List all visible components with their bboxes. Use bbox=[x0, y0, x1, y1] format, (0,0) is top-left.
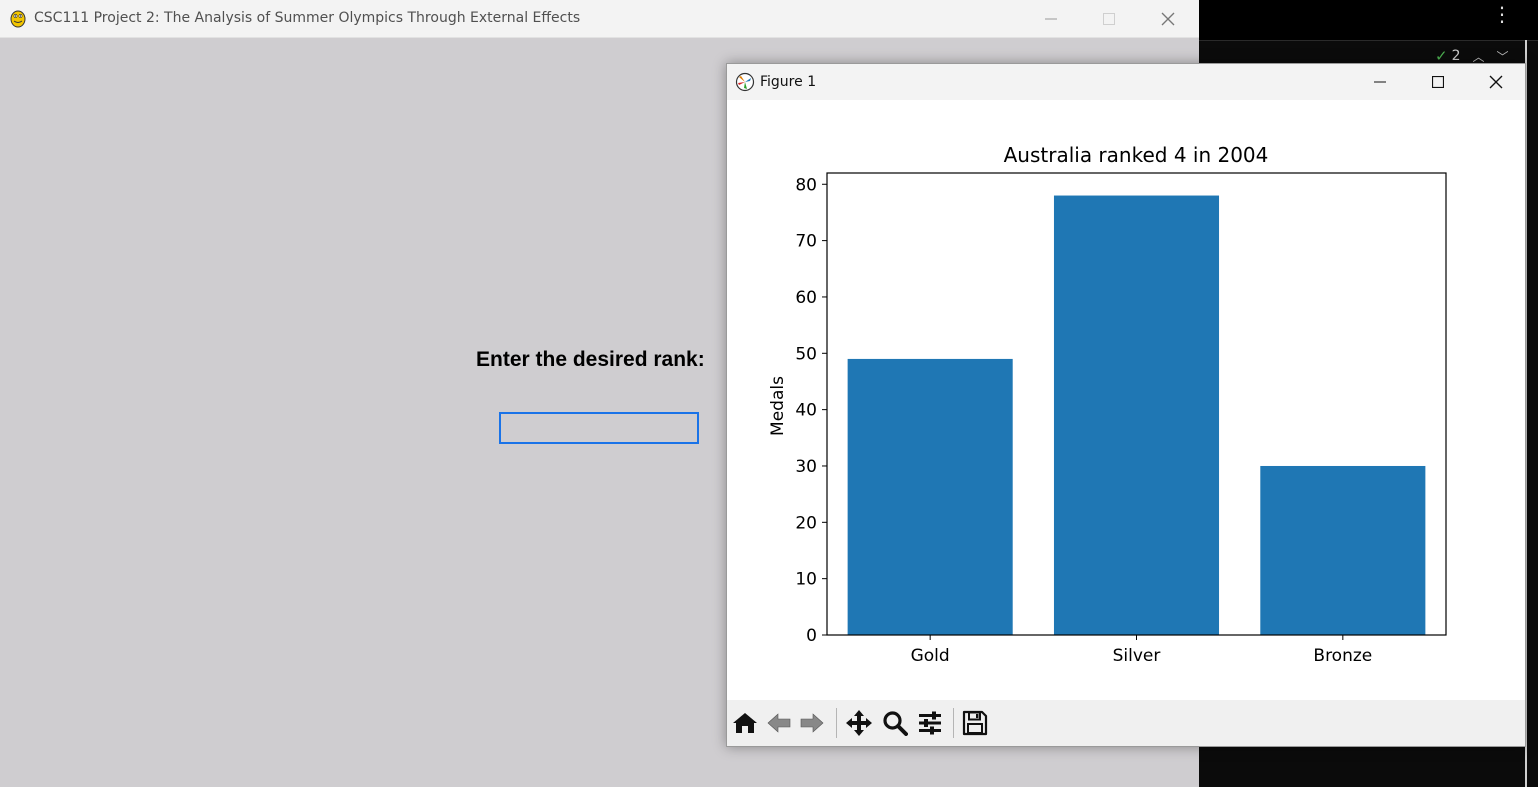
minimize-button[interactable] bbox=[1022, 0, 1080, 37]
bars-group bbox=[847, 195, 1426, 635]
pan-button[interactable] bbox=[844, 709, 874, 737]
match-count: 2 bbox=[1451, 48, 1461, 64]
main-titlebar[interactable]: CSC111 Project 2: The Analysis of Summer… bbox=[0, 0, 1199, 38]
next-match-icon[interactable]: ﹀ bbox=[1496, 49, 1509, 64]
close-icon bbox=[1489, 75, 1503, 89]
back-button[interactable] bbox=[764, 709, 794, 737]
configure-subplots-icon bbox=[919, 711, 941, 735]
y-axis-label: Medals bbox=[768, 376, 788, 436]
rank-prompt-label: Enter the desired rank: bbox=[476, 348, 705, 371]
figure-window-title: Figure 1 bbox=[760, 74, 817, 90]
match-indicator: ✓ 2 ︿ ﹀ bbox=[1435, 47, 1509, 65]
back-icon bbox=[767, 713, 791, 733]
y-tick-label: 50 bbox=[795, 344, 817, 364]
y-tick-label: 80 bbox=[795, 175, 817, 195]
y-tick-label: 20 bbox=[795, 513, 817, 533]
x-tick-label: Gold bbox=[911, 646, 950, 666]
y-tick-label: 40 bbox=[795, 401, 817, 421]
zoom-button[interactable] bbox=[880, 709, 910, 737]
x-axis-ticks: Gold Silver Bronze bbox=[911, 635, 1372, 666]
save-button[interactable] bbox=[960, 709, 990, 737]
minimize-icon bbox=[1045, 18, 1057, 19]
toolbar-separator bbox=[953, 708, 954, 738]
bar-gold bbox=[847, 358, 1013, 635]
editor-scrollbar[interactable] bbox=[1525, 40, 1527, 787]
rank-input[interactable] bbox=[499, 412, 699, 444]
figure-minimize-button[interactable] bbox=[1351, 64, 1409, 100]
home-icon bbox=[733, 713, 757, 733]
pan-icon bbox=[846, 710, 872, 736]
maximize-icon bbox=[1103, 12, 1115, 25]
bar-bronze bbox=[1260, 465, 1426, 635]
bar-silver bbox=[1053, 195, 1220, 635]
figure-maximize-button[interactable] bbox=[1409, 64, 1467, 100]
y-tick-label: 0 bbox=[806, 626, 817, 646]
y-tick-label: 30 bbox=[795, 457, 817, 477]
y-axis-ticks: 0 10 20 30 40 50 60 70 80 bbox=[795, 175, 827, 646]
bar-chart: Australia ranked 4 in 2004 Medals 0 10 20 3… bbox=[768, 143, 1447, 666]
zoom-icon bbox=[883, 711, 908, 736]
more-options-icon[interactable]: ⋮ bbox=[1492, 2, 1512, 26]
forward-button[interactable] bbox=[797, 709, 827, 737]
previous-match-icon[interactable]: ︿ bbox=[1472, 49, 1485, 64]
y-tick-label: 60 bbox=[795, 288, 817, 308]
figure-close-button[interactable] bbox=[1467, 64, 1525, 100]
figure-window: Figure 1 Australia ranked 4 in 2004 Meda… bbox=[726, 63, 1526, 747]
chart-title: Australia ranked 4 in 2004 bbox=[1004, 143, 1269, 167]
axes-frame bbox=[826, 172, 1447, 636]
forward-icon bbox=[800, 713, 824, 733]
maximize-icon bbox=[1432, 76, 1444, 88]
check-icon: ✓ bbox=[1435, 47, 1448, 65]
y-tick-label: 70 bbox=[795, 232, 817, 252]
figure-toolbar bbox=[727, 700, 1525, 746]
x-tick-label: Silver bbox=[1113, 646, 1161, 666]
save-icon bbox=[962, 710, 988, 736]
matplotlib-icon bbox=[735, 72, 755, 92]
toolbar-separator bbox=[836, 708, 837, 738]
close-button[interactable] bbox=[1139, 0, 1197, 37]
y-tick-label: 10 bbox=[795, 570, 817, 590]
editor-topbar: ⋮ bbox=[1199, 0, 1538, 41]
pygame-snake-icon bbox=[10, 10, 26, 28]
x-tick-label: Bronze bbox=[1313, 646, 1372, 666]
maximize-button[interactable] bbox=[1080, 0, 1138, 37]
configure-subplots-button[interactable] bbox=[915, 709, 945, 737]
plot-area: Australia ranked 4 in 2004 Medals 0 10 20 3… bbox=[727, 100, 1525, 700]
home-button[interactable] bbox=[730, 709, 760, 737]
figure-titlebar[interactable]: Figure 1 bbox=[727, 64, 1525, 100]
close-icon bbox=[1161, 12, 1175, 25]
main-window-title: CSC111 Project 2: The Analysis of Summer… bbox=[34, 10, 581, 26]
minimize-icon bbox=[1374, 81, 1386, 83]
